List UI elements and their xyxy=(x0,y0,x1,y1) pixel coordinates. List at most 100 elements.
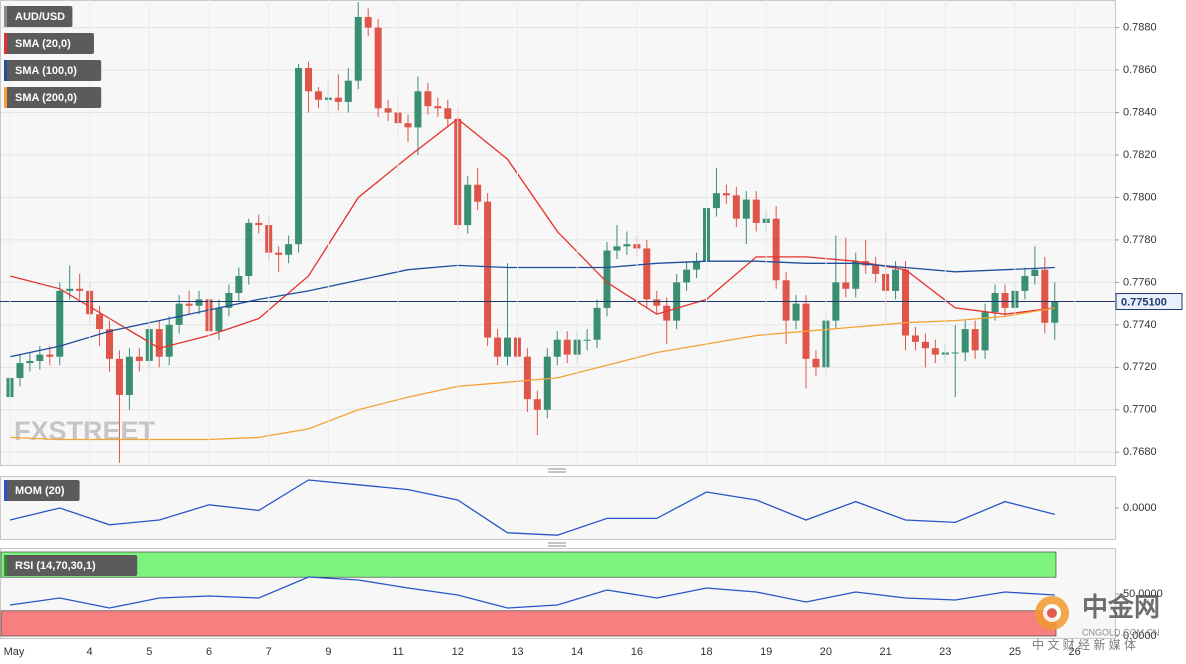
rsi-band xyxy=(0,551,1057,578)
candle-body xyxy=(245,222,253,277)
candle-body xyxy=(593,307,601,340)
logo xyxy=(1047,608,1057,618)
legend-box xyxy=(4,480,80,501)
candle-body xyxy=(295,67,303,245)
indicator-line xyxy=(9,260,1055,358)
x-tick-label: 21 xyxy=(879,646,891,658)
indicator-line xyxy=(9,479,1055,536)
candle-body xyxy=(921,341,929,349)
legend-swatch xyxy=(4,87,7,108)
candle-body xyxy=(1051,301,1059,323)
x-tick-label: 7 xyxy=(266,646,272,658)
y-tick-label: 50.0000 xyxy=(1123,588,1163,600)
candle-body xyxy=(16,363,24,378)
candle-body xyxy=(175,303,183,325)
candle-body xyxy=(255,222,263,226)
candle-body xyxy=(931,348,939,355)
candle-body xyxy=(523,356,531,400)
legend-swatch xyxy=(4,555,7,576)
last-price-box xyxy=(1115,293,1183,311)
candle-body xyxy=(424,91,432,107)
y-tick-label: 0.7740 xyxy=(1123,319,1157,331)
candle-body xyxy=(414,91,422,128)
candle-body xyxy=(374,27,382,109)
indicator-line xyxy=(9,307,1055,441)
candle-body xyxy=(653,299,661,306)
candle-body xyxy=(872,265,880,274)
y-tick-label: 0.0000 xyxy=(1123,630,1157,642)
legend-box xyxy=(4,555,138,576)
candle-body xyxy=(772,218,780,281)
candle-body xyxy=(951,352,959,354)
candle-body xyxy=(543,356,551,410)
candle-body xyxy=(583,339,591,341)
x-tick-label: 25 xyxy=(1009,646,1021,658)
candle-body xyxy=(742,199,750,219)
indicator-line xyxy=(9,576,1055,609)
cngold-watermark: 中金网 CNGOLD.COM.CN 中 文 财 经 新 媒 体 xyxy=(1032,592,1160,652)
candle-body xyxy=(603,250,611,308)
candle-body xyxy=(892,269,900,291)
legend-box xyxy=(4,87,102,108)
candle-body xyxy=(792,303,800,321)
y-tick-label: 0.7680 xyxy=(1123,446,1157,458)
candle-body xyxy=(1021,276,1029,291)
y-tick-label: 0.7800 xyxy=(1123,191,1157,203)
y-tick-label: 0.7760 xyxy=(1123,276,1157,288)
candle-body xyxy=(135,356,143,361)
candle-body xyxy=(752,199,760,223)
legend-label: SMA (100,0) xyxy=(15,65,77,77)
candle-body xyxy=(991,293,999,313)
candle-body xyxy=(195,299,203,306)
candle-body xyxy=(1031,269,1039,277)
candle-body xyxy=(215,307,223,332)
candle-body xyxy=(305,67,312,92)
candle-body xyxy=(334,97,342,102)
splitter[interactable] xyxy=(548,468,566,547)
candle-body xyxy=(225,293,233,308)
legend-label: AUD/USD xyxy=(15,11,65,23)
last-price-label: 0.775100 xyxy=(1121,296,1167,308)
x-tick-label: 5 xyxy=(146,646,152,658)
candle-body xyxy=(344,80,352,102)
candle-body xyxy=(235,276,243,294)
y-tick-label: 0.7840 xyxy=(1123,106,1157,118)
candle-body xyxy=(364,16,372,28)
candle-body xyxy=(663,305,671,321)
candle-body xyxy=(533,399,541,410)
candle-body xyxy=(852,261,860,289)
candle-body xyxy=(613,246,621,251)
candle-body xyxy=(971,329,979,351)
x-tick-label: 18 xyxy=(700,646,712,658)
legend-box xyxy=(4,6,73,27)
legend-box xyxy=(4,33,94,54)
watermark-site: CNGOLD.COM.CN xyxy=(1082,627,1160,637)
candle-body xyxy=(76,288,84,291)
candle-body xyxy=(46,354,54,357)
candle-body xyxy=(56,290,64,357)
candle-body xyxy=(185,303,193,306)
candle-body xyxy=(1001,293,1009,308)
candle-body xyxy=(494,337,502,357)
x-tick-label: 14 xyxy=(571,646,583,658)
candle-body xyxy=(981,312,989,351)
candle-body xyxy=(404,123,412,128)
y-tick-label: 0.7720 xyxy=(1123,361,1157,373)
candle-body xyxy=(314,91,322,100)
watermark-text: FXSTREET xyxy=(14,416,156,446)
candle-body xyxy=(96,314,104,330)
watermark-tagline: 中 文 财 经 新 媒 体 xyxy=(1032,637,1136,652)
mom-panel xyxy=(0,476,1116,540)
watermark-title: 中金网 xyxy=(1082,592,1160,622)
y-tick-label: 0.7880 xyxy=(1123,22,1157,34)
candle-body xyxy=(444,108,452,119)
legend-label: SMA (200,0) xyxy=(15,92,77,104)
legend-label: SMA (20,0) xyxy=(15,38,71,50)
candle-body xyxy=(354,16,362,81)
x-tick-label: 16 xyxy=(631,646,643,658)
candle-body xyxy=(842,282,850,289)
y-tick-label: 0.7860 xyxy=(1123,64,1157,76)
x-tick-label: 12 xyxy=(452,646,464,658)
candle-body xyxy=(902,269,909,336)
